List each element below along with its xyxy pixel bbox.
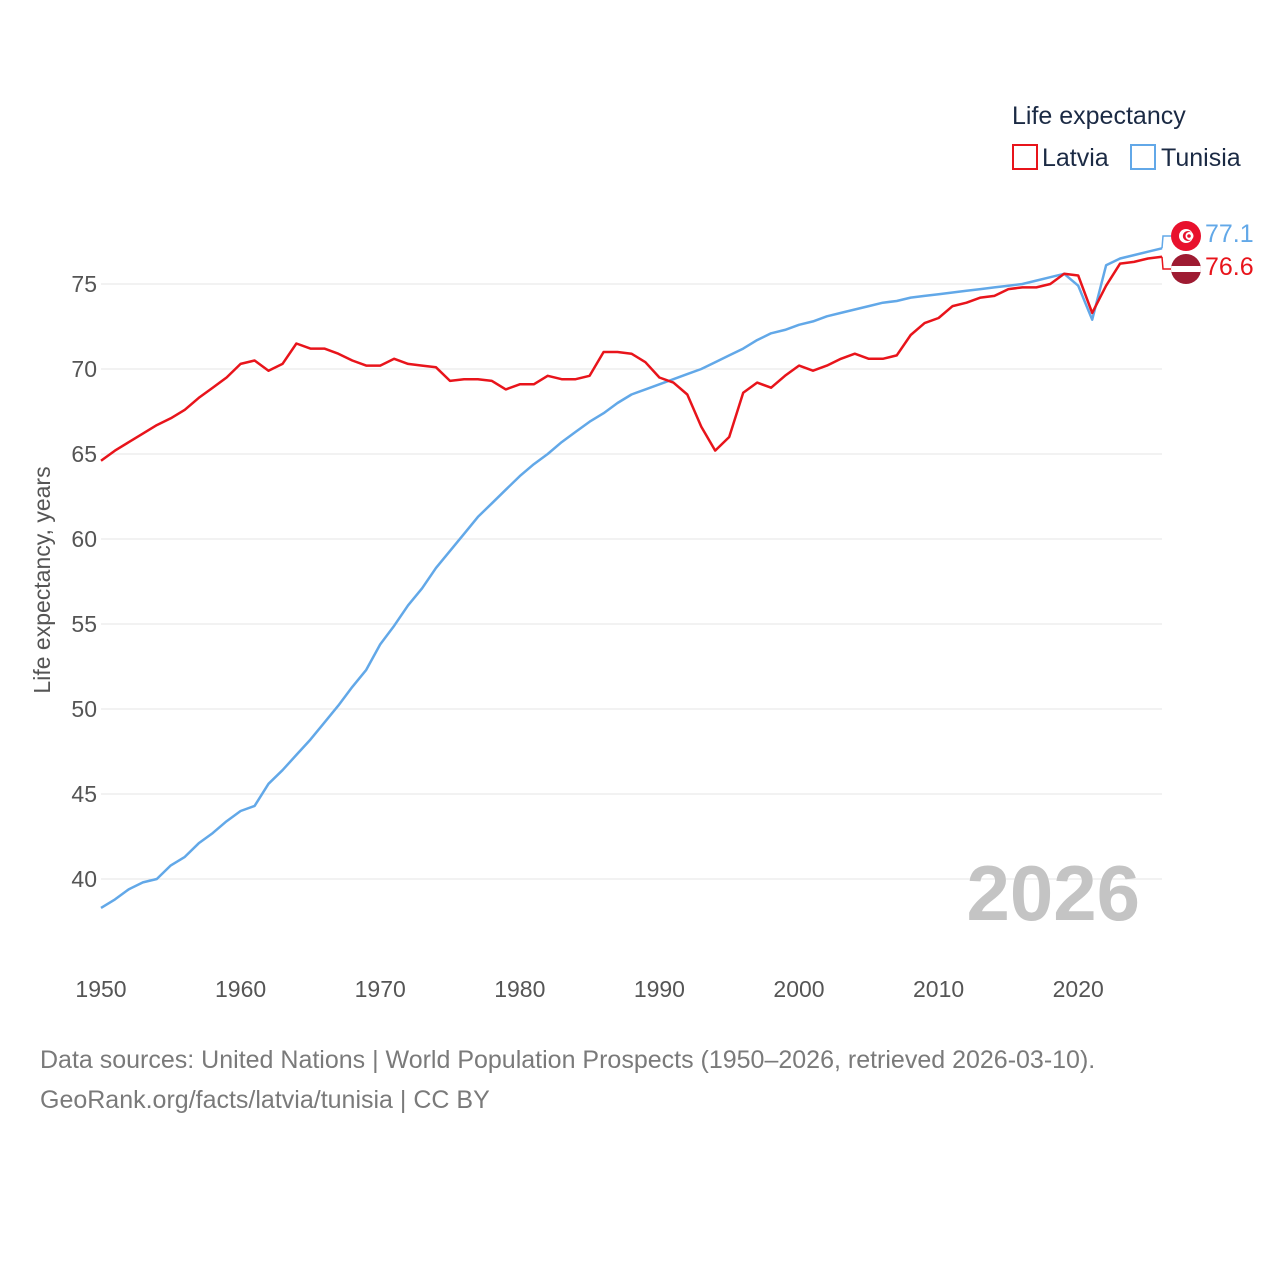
- x-tick-label: 1990: [634, 976, 685, 1002]
- year-watermark: 2026: [966, 849, 1140, 937]
- legend-title: Life expectancy: [1012, 102, 1186, 130]
- end-connector-tunisia: [1161, 235, 1171, 249]
- x-tick-label: 1960: [215, 976, 266, 1002]
- source-line-1: Data sources: United Nations | World Pop…: [40, 1046, 1096, 1074]
- x-tick-label: 2010: [913, 976, 964, 1002]
- series-lines: [100, 235, 1171, 909]
- series-line-tunisia: [100, 247, 1163, 909]
- end-labels: 77.1 76.6: [1171, 220, 1254, 284]
- latvia-flag-icon: [1171, 254, 1201, 284]
- series-line-latvia: [100, 255, 1163, 462]
- y-tick-label: 60: [71, 526, 97, 552]
- y-tick-label: 50: [71, 696, 97, 722]
- y-axis-title: Life expectancy, years: [29, 466, 55, 693]
- x-tick-label: 1950: [75, 976, 126, 1002]
- x-tick-label: 1970: [355, 976, 406, 1002]
- y-tick-label: 40: [71, 866, 97, 892]
- y-axis-ticks: 40 45 50 55 60 65 70 75: [71, 271, 97, 892]
- grid-lines: [101, 283, 1162, 880]
- x-axis-ticks: 1950 1960 1970 1980 1990 2000 2010 2020: [75, 976, 1103, 1002]
- y-tick-label: 65: [71, 441, 97, 467]
- legend: Life expectancy Latvia Tunisia: [1012, 102, 1241, 172]
- source-line-2: GeoRank.org/facts/latvia/tunisia | CC BY: [40, 1086, 490, 1114]
- x-tick-label: 2020: [1053, 976, 1104, 1002]
- y-tick-label: 75: [71, 271, 97, 297]
- legend-label-latvia: Latvia: [1042, 144, 1109, 172]
- y-tick-label: 45: [71, 781, 97, 807]
- end-connector-latvia: [1161, 256, 1171, 270]
- legend-swatch-latvia: [1012, 144, 1038, 170]
- x-tick-label: 1980: [494, 976, 545, 1002]
- y-tick-label: 55: [71, 611, 97, 637]
- source-note: Data sources: United Nations | World Pop…: [40, 1040, 1240, 1120]
- end-label-tunisia: 77.1: [1205, 220, 1254, 248]
- y-tick-label: 70: [71, 356, 97, 382]
- legend-swatch-tunisia: [1130, 144, 1156, 170]
- tunisia-flag-icon: [1171, 221, 1201, 251]
- x-tick-label: 2000: [773, 976, 824, 1002]
- end-label-latvia: 76.6: [1205, 253, 1254, 281]
- legend-label-tunisia: Tunisia: [1161, 144, 1241, 172]
